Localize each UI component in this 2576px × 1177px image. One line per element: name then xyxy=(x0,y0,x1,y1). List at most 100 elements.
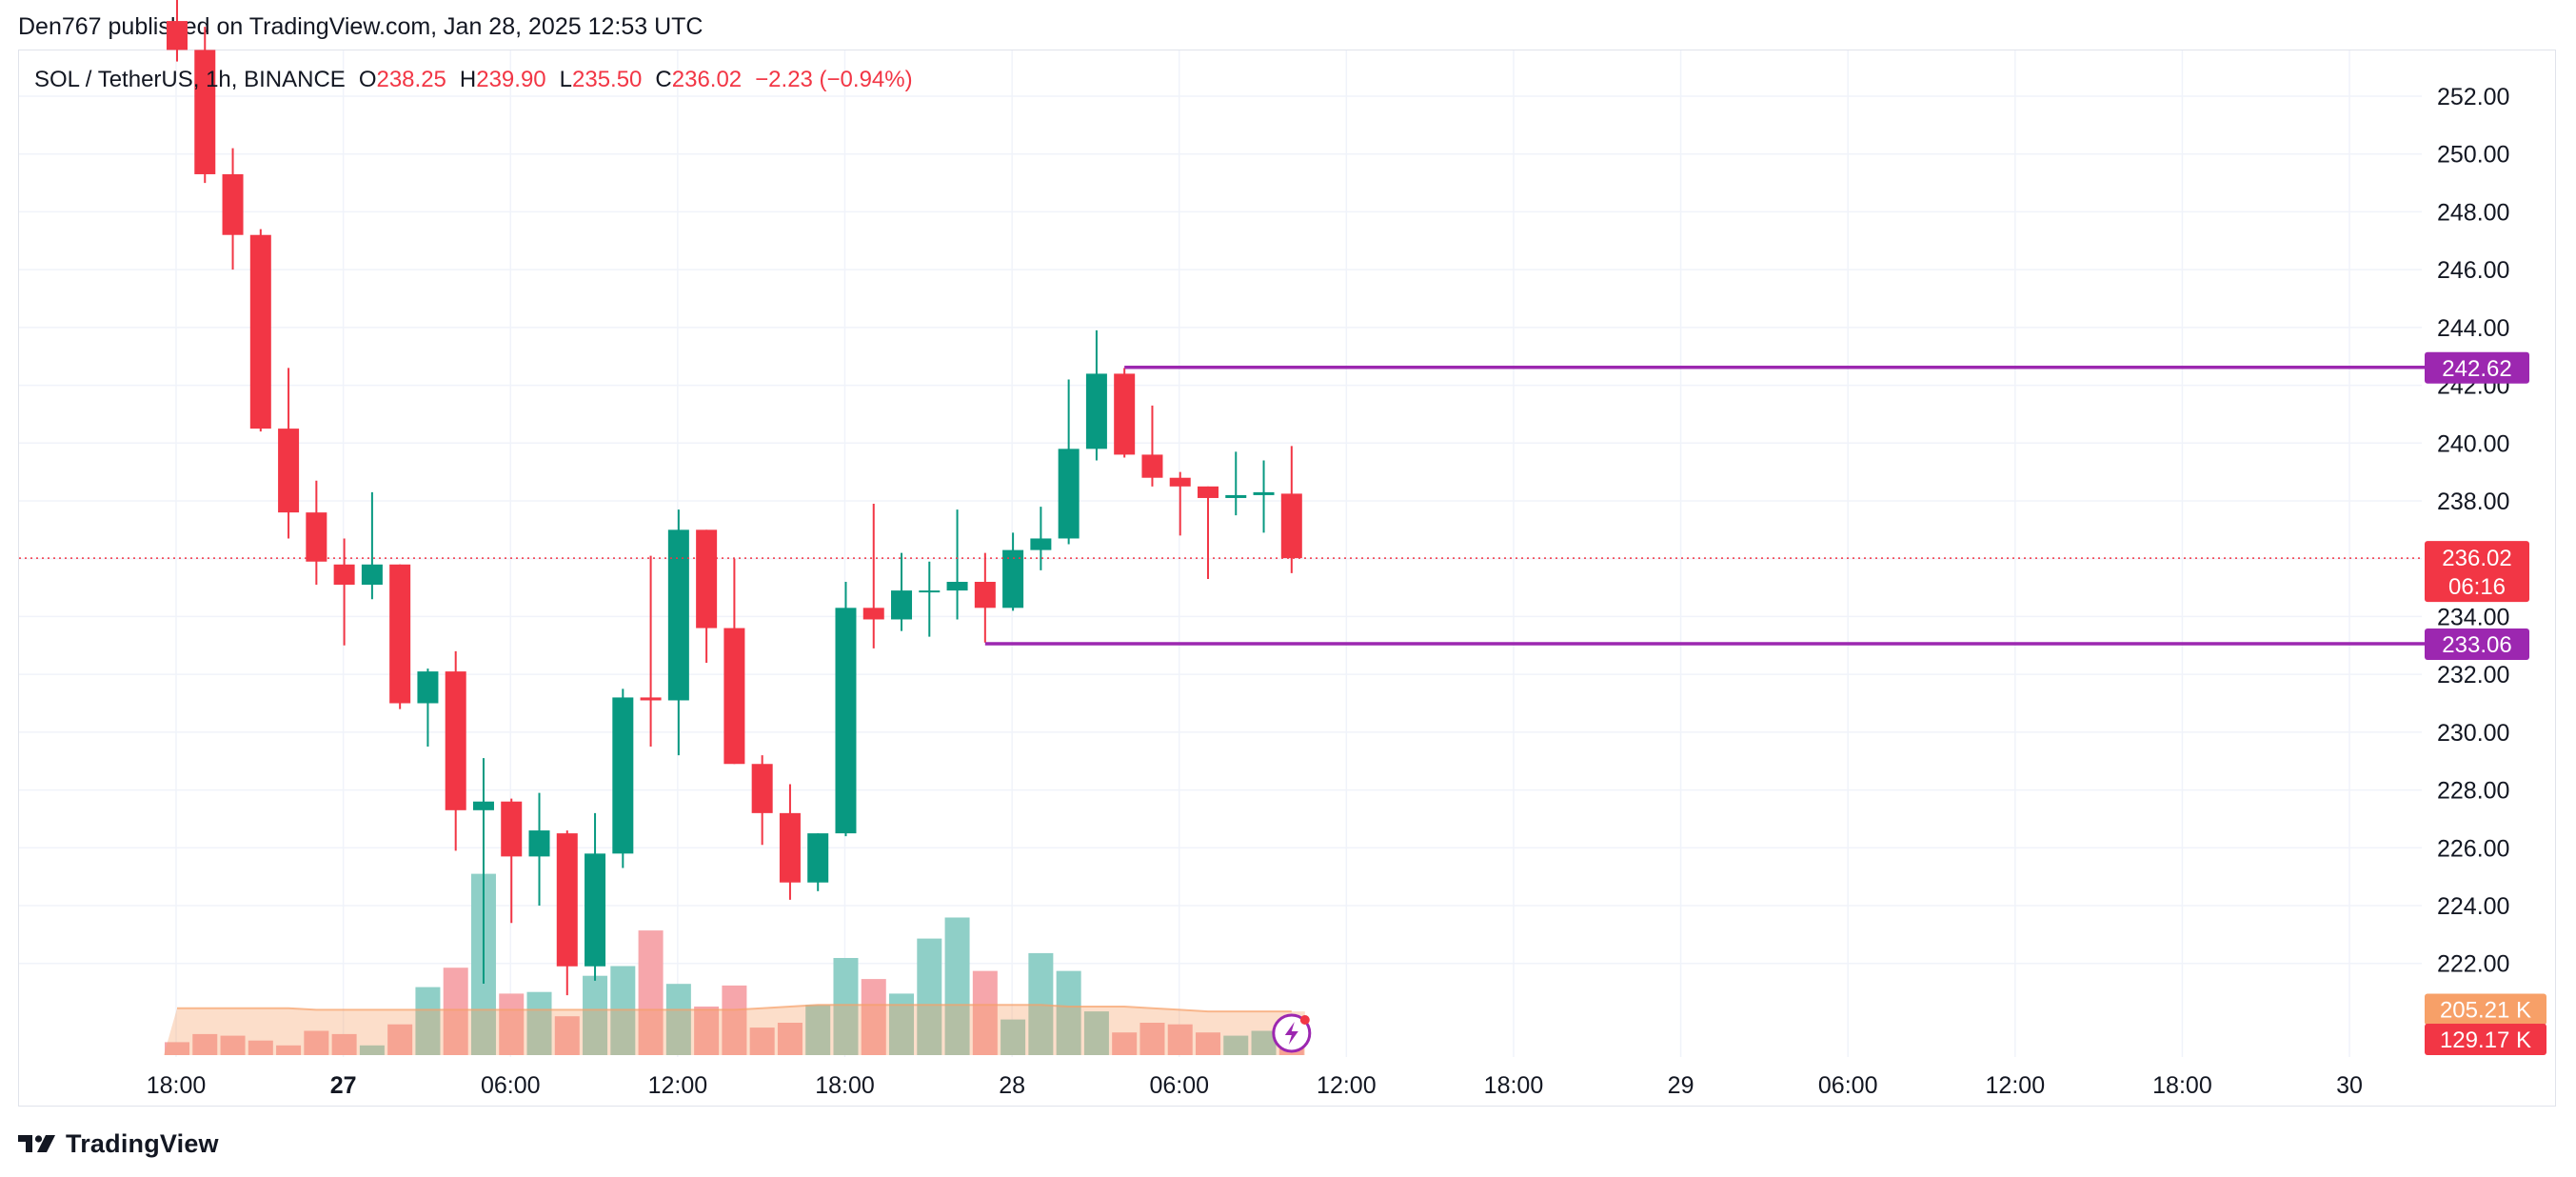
volume-bar xyxy=(665,984,691,1055)
volume-bar xyxy=(554,1016,580,1055)
volume-bar xyxy=(1167,1024,1193,1055)
footer-branding[interactable]: TradingView xyxy=(18,1127,219,1160)
volume-bar xyxy=(805,1005,831,1055)
time-tick-label: 06:00 xyxy=(1149,1072,1209,1099)
volume-ma-fill xyxy=(164,1005,1305,1055)
volume-value-text: 129.17 K xyxy=(2440,1027,2531,1053)
volume-bar xyxy=(1223,1035,1249,1055)
level-price-tag xyxy=(2425,628,2529,660)
candle-body xyxy=(1030,538,1052,550)
axis-price-labels: 242.62 233.06 236.02 06:16 205.21 K 129.17 K xyxy=(1272,351,2546,1055)
volume-bar xyxy=(861,979,886,1055)
price-tick-label: 252.00 xyxy=(2437,84,2509,110)
candle-body xyxy=(974,582,996,608)
time-axis: 18:00 27 06:00 12:00 18:00 28 06:00 12:00 18:00 2… xyxy=(147,1072,2363,1099)
candle-body xyxy=(1197,486,1219,498)
publisher-caption: Den767 published on TradingView.com, Jan… xyxy=(18,13,703,40)
volume-value-tag xyxy=(2425,1024,2546,1055)
candle-body xyxy=(696,529,718,628)
price-tick-label: 250.00 xyxy=(2437,142,2509,169)
candle-body xyxy=(862,608,884,620)
time-tick-label: 18:00 xyxy=(2152,1072,2212,1099)
candle-body xyxy=(612,697,634,854)
high-key: H xyxy=(459,67,477,92)
volume-bar xyxy=(889,993,915,1055)
candle-body xyxy=(501,801,523,857)
symbol-label: SOL / TetherUS, 1h, BINANCE xyxy=(34,67,346,92)
candle-body xyxy=(640,697,662,701)
time-tick-label: 28 xyxy=(999,1072,1025,1099)
time-tick-label: 30 xyxy=(2336,1072,2363,1099)
candle-body xyxy=(306,512,327,562)
volume-ma-area xyxy=(164,1004,1305,1055)
horizontal-levels xyxy=(19,366,2426,646)
volume-bars xyxy=(165,873,1304,1055)
volume-bar xyxy=(359,1045,385,1055)
candle-body xyxy=(723,628,745,765)
time-tick-label: 18:00 xyxy=(815,1072,875,1099)
candle-body xyxy=(835,608,857,834)
price-tick-label: 240.00 xyxy=(2437,430,2509,457)
time-tick-label: 06:00 xyxy=(1818,1072,1878,1099)
candle-body xyxy=(1141,454,1163,478)
time-tick-label: 18:00 xyxy=(147,1072,207,1099)
volume-bar xyxy=(777,1023,803,1055)
time-tick-label: 29 xyxy=(1668,1072,1694,1099)
volume-bar xyxy=(1083,1011,1109,1055)
volume-bar xyxy=(917,938,942,1055)
change-value: −2.23 (−0.94%) xyxy=(755,67,913,92)
price-axis: 252.00250.00248.00246.00244.00242.00240.… xyxy=(2437,84,2509,978)
price-tick-label: 226.00 xyxy=(2437,835,2509,862)
candle-body xyxy=(585,853,606,967)
candle-body xyxy=(1085,373,1107,449)
countdown-text: 06:16 xyxy=(2448,574,2506,600)
candle-body xyxy=(194,50,216,174)
volume-bar xyxy=(638,930,664,1055)
candle-body xyxy=(445,671,466,810)
candle-body xyxy=(528,830,550,857)
candle-body xyxy=(333,564,355,586)
low-key: L xyxy=(559,67,572,92)
candle-body xyxy=(417,671,439,704)
candle-body xyxy=(1225,494,1247,498)
candle-body xyxy=(807,833,829,883)
close-key: C xyxy=(655,67,672,92)
candles xyxy=(167,0,1302,996)
volume-bar xyxy=(1251,1030,1277,1055)
candle-body xyxy=(946,582,968,591)
volume-bar xyxy=(443,968,468,1055)
high-value: 239.90 xyxy=(476,67,546,92)
close-value: 236.02 xyxy=(671,67,743,92)
candle-body xyxy=(167,21,188,50)
price-tick-label: 238.00 xyxy=(2437,489,2509,515)
candle-body xyxy=(1058,449,1080,539)
volume-bar xyxy=(499,993,525,1055)
candle-body xyxy=(1002,549,1024,608)
volume-bar xyxy=(583,975,608,1055)
low-value: 235.50 xyxy=(572,67,643,92)
footer-brand-name: TradingView xyxy=(66,1128,219,1158)
price-tick-label: 232.00 xyxy=(2437,662,2509,688)
price-tick-label: 228.00 xyxy=(2437,778,2509,805)
candle-body xyxy=(278,429,300,513)
time-tick-label: 27 xyxy=(330,1072,357,1099)
volume-bar xyxy=(749,1027,775,1055)
level-price-text: 233.06 xyxy=(2442,632,2511,658)
volume-bar xyxy=(220,1035,246,1055)
price-tick-label: 234.00 xyxy=(2437,604,2509,630)
candle-body xyxy=(556,833,578,967)
candle-body xyxy=(919,590,941,593)
volume-value-text: 205.21 K xyxy=(2440,998,2531,1024)
volume-bar xyxy=(331,1033,357,1055)
candle-body xyxy=(472,801,494,810)
volume-bar xyxy=(694,1007,720,1055)
price-tick-label: 246.00 xyxy=(2437,257,2509,284)
volume-bar xyxy=(1001,1019,1026,1055)
time-tick-label: 12:00 xyxy=(648,1072,708,1099)
candle-body xyxy=(1114,373,1136,455)
volume-bar xyxy=(304,1030,329,1055)
volume-bar xyxy=(833,958,859,1055)
volume-bar xyxy=(1139,1023,1165,1055)
volume-bar xyxy=(972,970,998,1055)
